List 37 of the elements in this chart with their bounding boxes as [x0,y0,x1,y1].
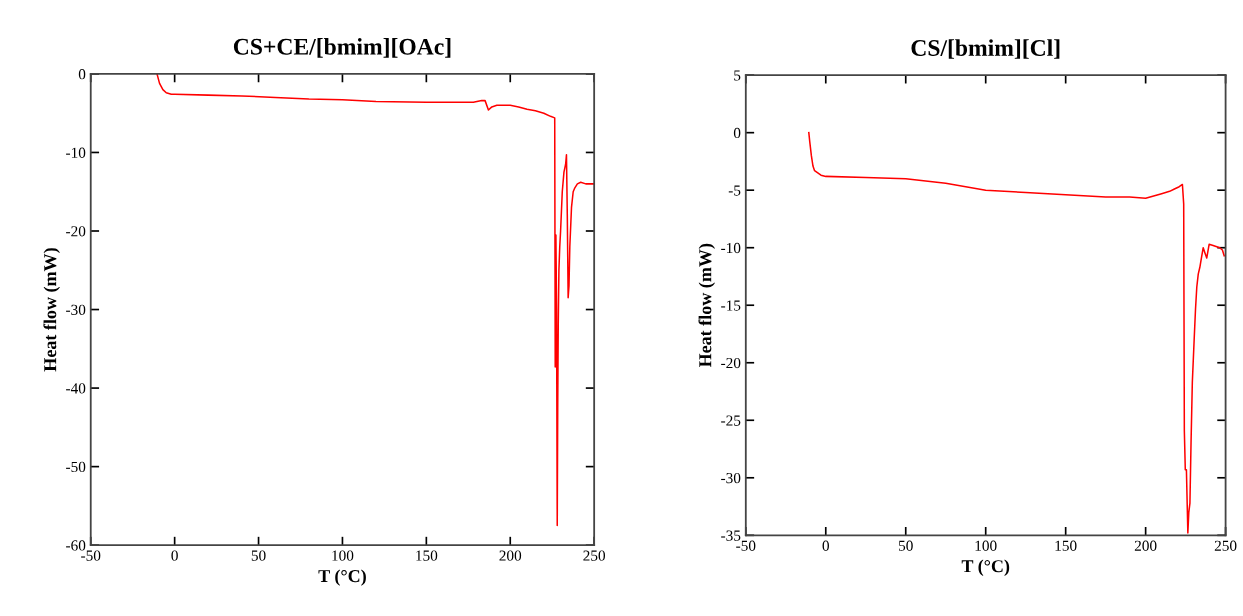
x-tick-label: 250 [583,550,606,561]
y-tick-label: -35 [721,530,741,541]
y-tick-label: -20 [721,357,741,369]
y-tick-label: -20 [66,226,86,237]
x-tick-label: 200 [499,550,522,561]
y-tick-label: 5 [734,70,741,81]
x-tick-label: 250 [1214,540,1237,551]
chart-title: CS+CE/[bmim][OAc] [233,38,451,58]
y-tick-label: 0 [733,127,741,139]
y-tick-label: -40 [66,383,86,394]
y-tick-label: -30 [66,304,86,315]
x-tick-label: 50 [251,550,266,561]
chart-title: CS/[bmim][Cl] [911,39,1060,59]
x-tick-label: -50 [81,550,101,561]
x-tick-label: 100 [975,540,997,551]
line-series [808,131,1225,534]
x-tick-label: 150 [416,550,438,561]
x-tick-label: 0 [171,550,178,561]
y-tick-label: -60 [66,540,86,551]
y-axis-title: Heat flow (mW) [43,248,60,372]
x-axis-title: T (°C) [961,559,1010,576]
y-axis-title: Heat flow (mW) [698,243,716,368]
x-tick-label: 200 [1134,540,1157,551]
x-tick-label: 0 [822,540,829,551]
y-tick-label: -10 [721,242,741,254]
y-tick-label: -5 [728,185,741,196]
y-tick-label: -30 [721,472,741,484]
y-tick-label: -10 [66,147,86,158]
y-tick-label: -50 [66,461,86,473]
x-tick-label: 50 [898,540,913,551]
line-series [156,73,595,527]
y-tick-label: -15 [721,300,741,311]
x-axis-title: T (°C) [318,569,366,586]
x-tick-label: 150 [1055,540,1077,551]
y-tick-label: 0 [78,69,86,80]
x-tick-label: 100 [332,550,354,561]
y-tick-label: -25 [721,415,741,426]
